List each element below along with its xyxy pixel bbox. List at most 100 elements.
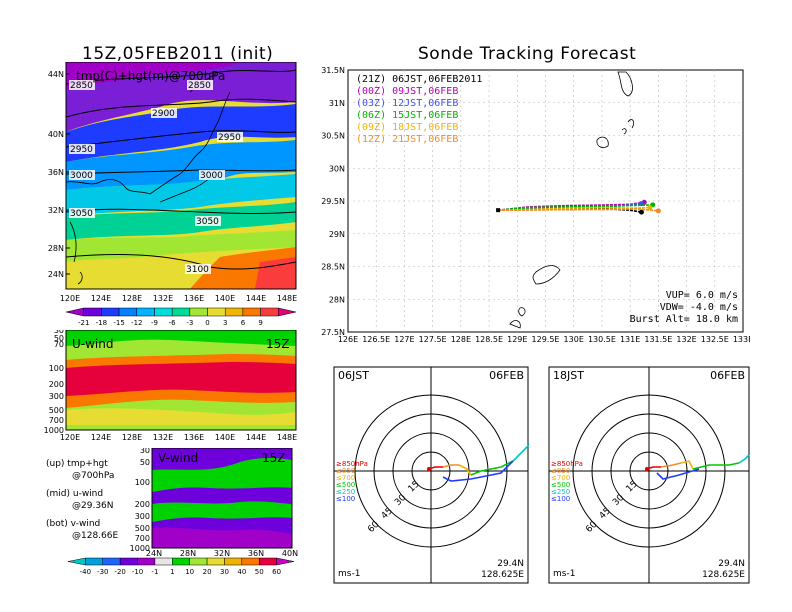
track-lon-tick: 133E bbox=[733, 335, 750, 344]
contour-label: 3000 bbox=[70, 171, 93, 181]
wind-colorbar: -40 -30 -20 -10 -1 1 10 20 30 40 50 60 bbox=[67, 557, 295, 576]
contour-label: 2950 bbox=[70, 145, 93, 155]
contour-label-bg bbox=[195, 216, 221, 226]
note-bot: (bot) v-wind bbox=[46, 519, 101, 529]
vwind-ytick: 200 bbox=[135, 500, 150, 509]
map-lon-tick: 148E bbox=[277, 294, 297, 303]
wind-colorbar-label: -1 bbox=[151, 568, 158, 576]
track-lon-tick: 127.5E bbox=[419, 335, 447, 344]
track-lon-tick: 129.5E bbox=[532, 335, 560, 344]
vwind-ytick: 300 bbox=[135, 512, 150, 521]
wind-colorbar-label: 10 bbox=[185, 568, 194, 576]
map-lat-tick: 40N bbox=[48, 130, 64, 139]
hodograph-lon: 128.625E bbox=[481, 570, 524, 580]
hodograph-trace bbox=[680, 460, 694, 470]
hodograph-level-legend: ≤250 bbox=[336, 488, 355, 496]
uwind-ytick: 50 bbox=[54, 334, 64, 343]
track-lon-tick: 131E bbox=[620, 335, 640, 344]
uwind-xtick: 144E bbox=[246, 433, 266, 442]
contour-label: 3000 bbox=[200, 171, 223, 181]
colorbar-swatch bbox=[136, 307, 155, 317]
uwind-ytick: 200 bbox=[49, 380, 64, 389]
colorbar-swatch bbox=[207, 307, 226, 317]
hodograph-level-legend: ≤100 bbox=[551, 495, 570, 503]
colorbar-swatch bbox=[260, 307, 279, 317]
wind-colorbar-swatch bbox=[206, 557, 225, 566]
hodograph-level-legend: ≤700 bbox=[551, 474, 570, 482]
wind-colorbar-label: -30 bbox=[97, 568, 108, 576]
hodograph-lat: 29.4N bbox=[718, 559, 745, 569]
contour-label-bg bbox=[217, 132, 243, 142]
hodograph-trace bbox=[738, 454, 750, 464]
vwind-xtick: 24N bbox=[146, 549, 162, 558]
colorbar-swatch bbox=[189, 307, 208, 317]
u-wind-time: 15Z bbox=[266, 337, 290, 351]
hodograph-surface-point bbox=[645, 467, 649, 471]
colorbar-label: -21 bbox=[78, 319, 89, 327]
wind-colorbar-swatch bbox=[172, 557, 190, 566]
track-legend-item: (00Z) 09JST,06FEB bbox=[356, 86, 458, 97]
colorbar-label: 6 bbox=[241, 319, 246, 327]
track-lon-tick: 128E bbox=[451, 335, 471, 344]
v-wind-label: V-wind bbox=[158, 451, 198, 465]
vwind-ytick: 100 bbox=[135, 478, 150, 487]
hodograph-level-legend: ≥850hPa bbox=[336, 460, 368, 468]
track-lon-tick: 132E bbox=[676, 335, 696, 344]
wind-colorbar-swatch bbox=[67, 557, 86, 566]
hodograph-trace bbox=[442, 460, 514, 482]
contour-label: 3100 bbox=[186, 265, 209, 275]
track-line bbox=[498, 208, 659, 212]
track-lat-tick: 30.5N bbox=[321, 132, 345, 141]
uwind-ytick: 70 bbox=[54, 340, 64, 349]
wind-colorbar-swatch bbox=[189, 557, 208, 566]
uwind-xtick: 148E bbox=[277, 433, 297, 442]
wind-colorbar-swatch bbox=[224, 557, 243, 566]
contour-label-bg bbox=[69, 144, 95, 154]
note-up: (up) tmp+hgt bbox=[46, 459, 108, 469]
map-lat-tick: 36N bbox=[48, 168, 64, 177]
wind-colorbar-label: -10 bbox=[132, 568, 143, 576]
hodograph-date: 06FEB bbox=[710, 369, 745, 382]
contour-label-bg bbox=[151, 108, 177, 118]
uwind-ytick: 1000 bbox=[44, 426, 64, 435]
colorbar-swatch bbox=[242, 307, 261, 317]
track-end-point bbox=[655, 208, 661, 214]
hodograph-level-legend: ≥850hPa bbox=[551, 460, 583, 468]
hodograph-trace bbox=[692, 462, 740, 470]
temperature-height-map: 44N 40N 36N 32N 28N 24N 120E 124E 128E 132E 136E 1… bbox=[48, 62, 297, 327]
track-lat-tick: 30N bbox=[329, 164, 345, 173]
uwind-ytick: 100 bbox=[49, 364, 64, 373]
colorbar-label: 9 bbox=[258, 319, 262, 327]
colorbar-label: -12 bbox=[131, 319, 142, 327]
uwind-xtick: 124E bbox=[91, 433, 111, 442]
vwind-xtick: 40N bbox=[282, 549, 298, 558]
v-wind-time: 15Z bbox=[262, 451, 286, 465]
vwind-ytick: 700 bbox=[135, 534, 150, 543]
colorbar-label: -18 bbox=[96, 319, 107, 327]
burst-text: Burst Alt= 18.0 km bbox=[630, 314, 738, 325]
vwind-ytick: 50 bbox=[140, 458, 150, 467]
track-lon-tick: 126E bbox=[338, 335, 358, 344]
uwind-ytick: 30 bbox=[54, 330, 64, 335]
uwind-xtick: 128E bbox=[122, 433, 142, 442]
hodograph-trace bbox=[428, 466, 443, 470]
track-lon-tick: 130E bbox=[564, 335, 584, 344]
launch-point bbox=[496, 208, 501, 213]
contour-label: 2950 bbox=[218, 133, 241, 143]
map-lon-tick: 136E bbox=[184, 294, 204, 303]
map-lon-tick: 128E bbox=[122, 294, 142, 303]
colorbar-label: -6 bbox=[169, 319, 177, 327]
track-end-point bbox=[647, 205, 653, 211]
hodograph-level-legend: ≤850 bbox=[336, 467, 355, 475]
colorbar-swatch bbox=[101, 307, 120, 317]
track-map: 31.5N 31N 30.5N 30N 29.5N 29N 28.5N 28N 27.5N 12… bbox=[321, 66, 750, 344]
map-lon-tick: 132E bbox=[153, 294, 173, 303]
vwind-xtick: 32N bbox=[214, 549, 230, 558]
uwind-xtick: 120E bbox=[60, 433, 80, 442]
contour-label: 2850 bbox=[188, 81, 211, 91]
vwind-ytick: 500 bbox=[135, 524, 150, 533]
hodograph-level-legend: ≤850 bbox=[551, 467, 570, 475]
hodograph-time: 18JST bbox=[553, 369, 584, 382]
wind-colorbar-swatch bbox=[154, 557, 173, 566]
